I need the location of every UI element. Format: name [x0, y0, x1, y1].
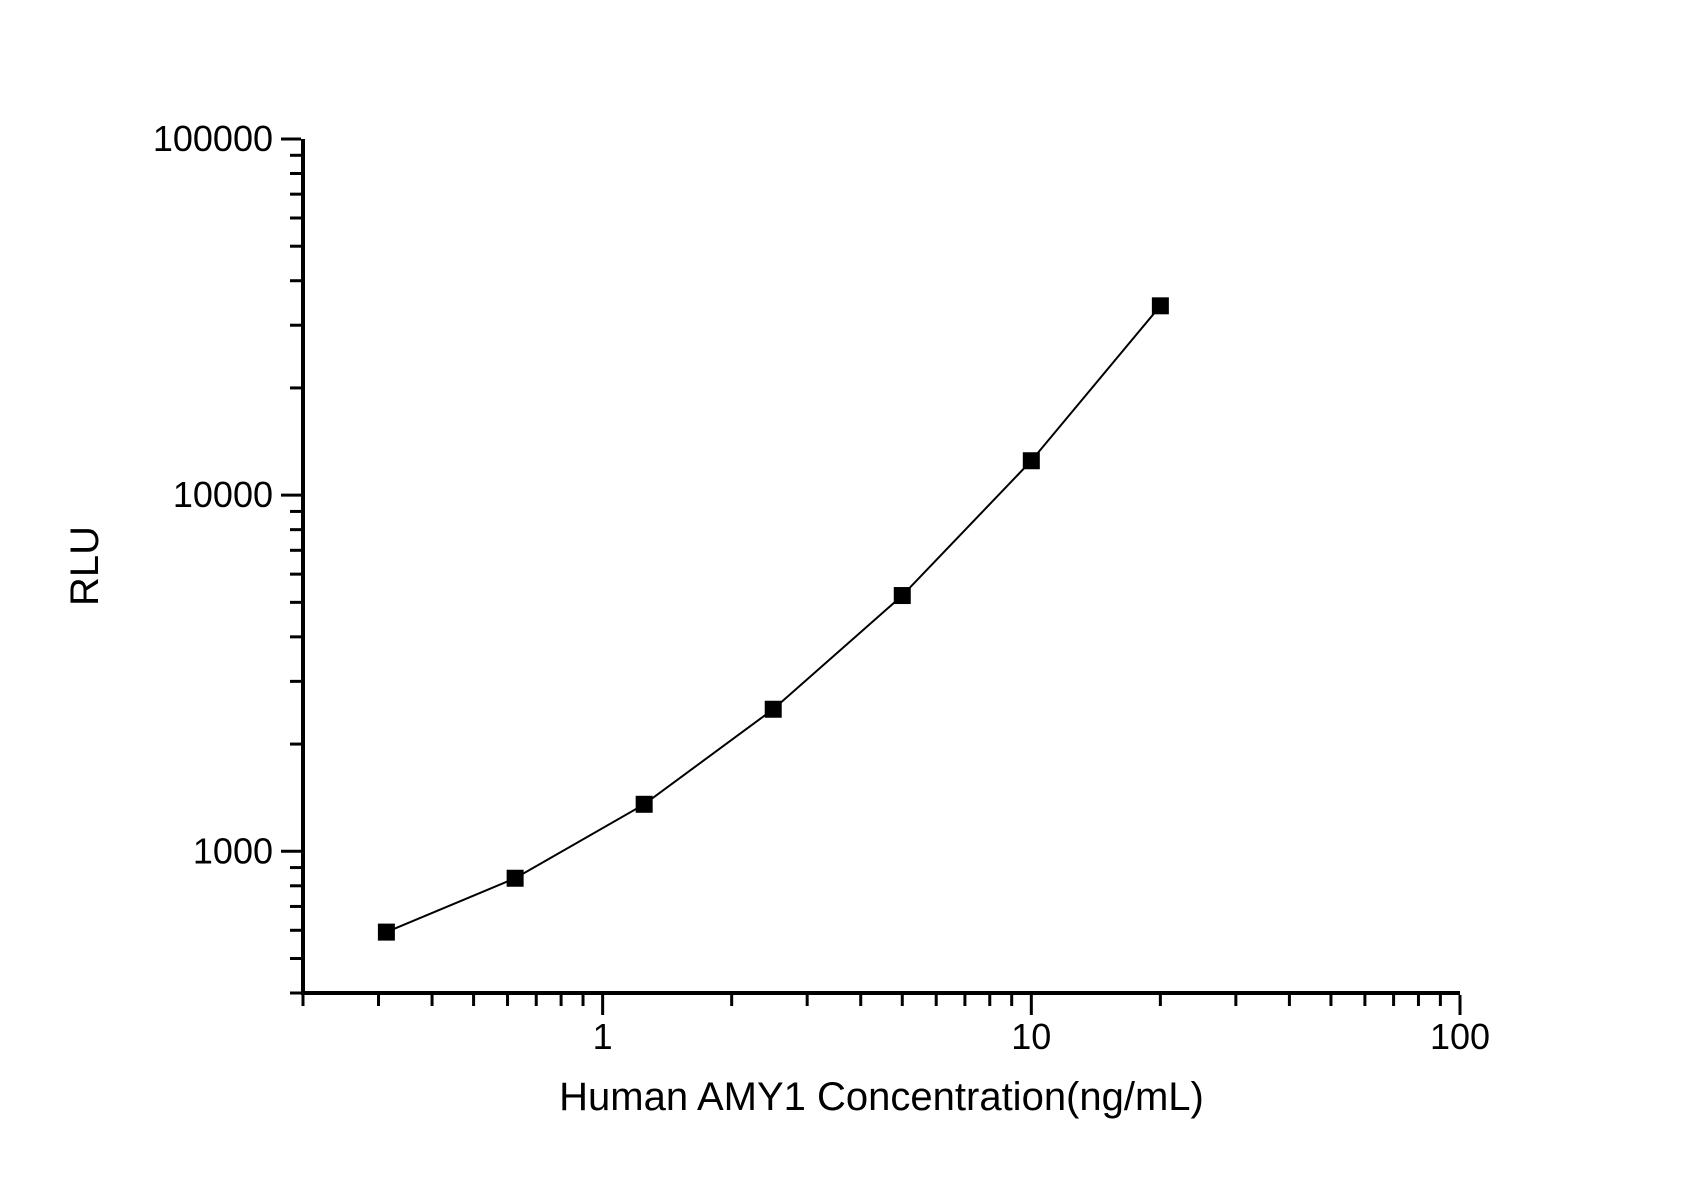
data-point-marker — [893, 587, 911, 605]
y-axis-title: RLU — [63, 525, 107, 607]
y-tick-label: 1000 — [193, 830, 273, 871]
series-line — [385, 305, 1162, 934]
data-point-marker — [506, 869, 524, 887]
x-tick-label: 100 — [1430, 1016, 1490, 1057]
data-point-marker — [1151, 297, 1169, 315]
data-point-marker — [764, 700, 782, 718]
x-axis-title: Human AMY1 Concentration(ng/mL) — [559, 1075, 1204, 1119]
data-point-marker — [1022, 452, 1040, 470]
x-tick-label: 1 — [593, 1016, 613, 1057]
x-tick-label: 10 — [1011, 1016, 1051, 1057]
data-point-marker — [377, 923, 395, 941]
y-tick-label: 100000 — [153, 118, 273, 159]
data-point-marker — [635, 795, 653, 813]
y-tick-label: 10000 — [173, 474, 273, 515]
